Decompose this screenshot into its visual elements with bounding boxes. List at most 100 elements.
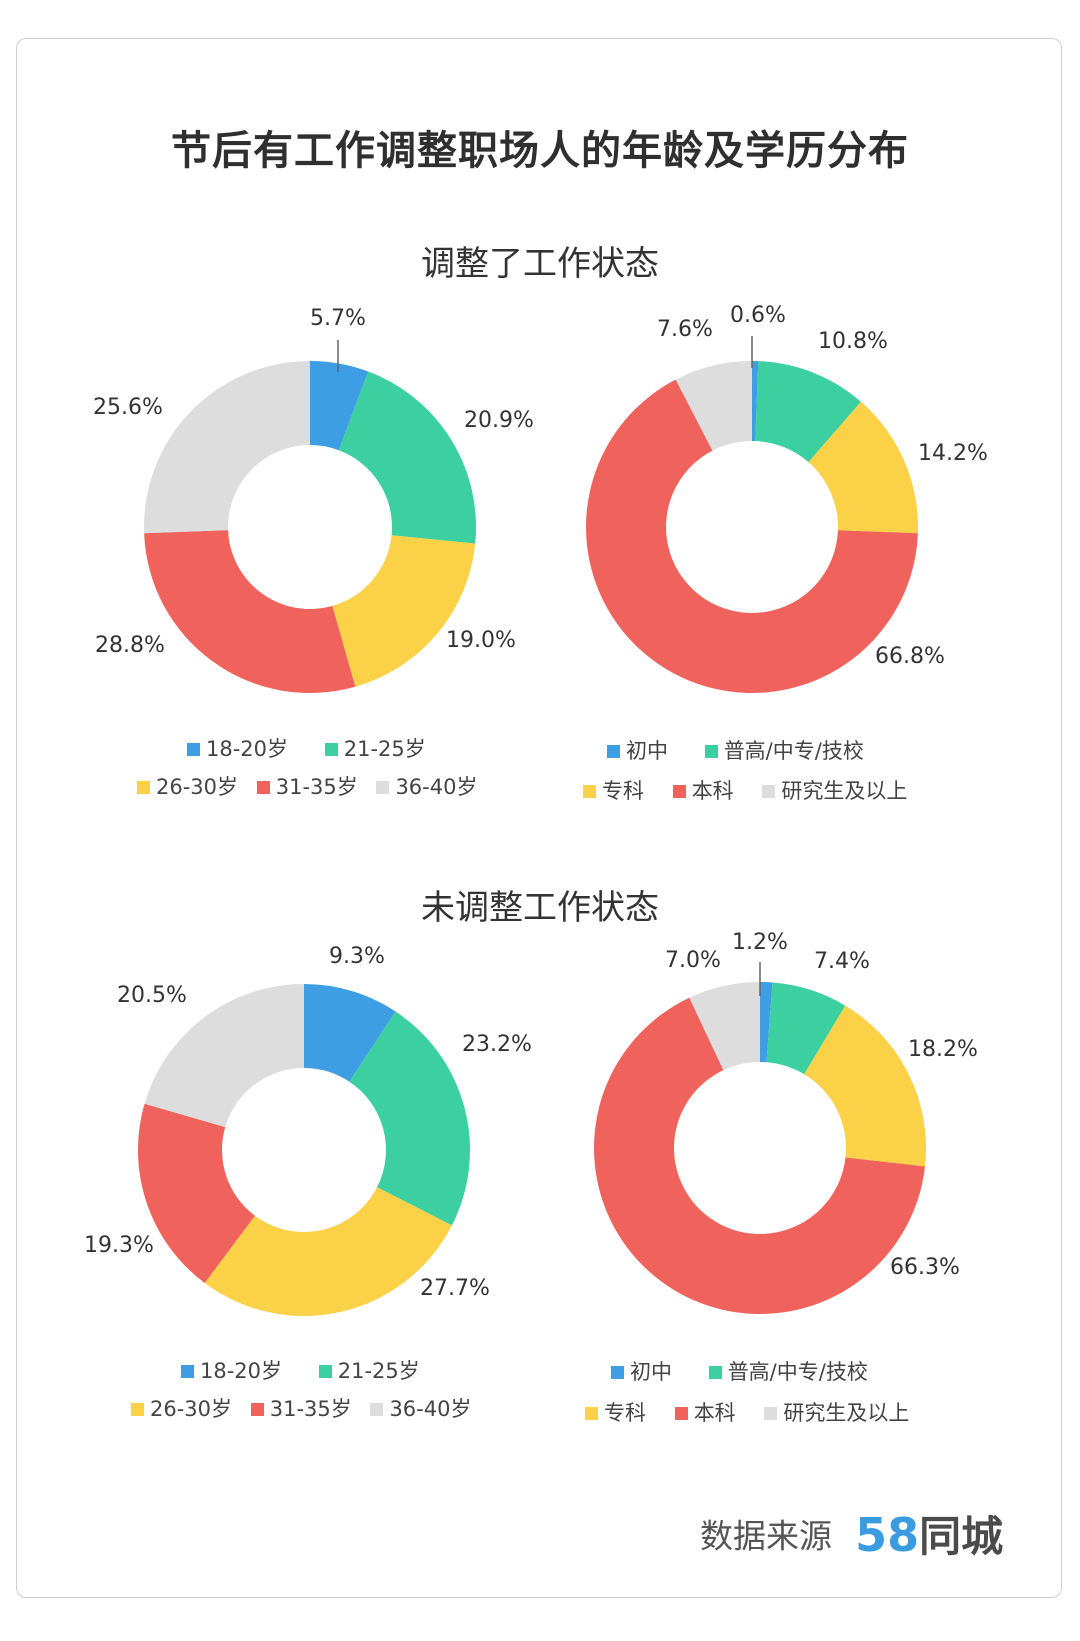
donut-slice — [349, 1011, 470, 1226]
data-label: 20.5% — [117, 983, 187, 1008]
data-label: 5.7% — [310, 306, 366, 331]
donut-slice — [144, 984, 304, 1128]
legend-item: 36-40岁 — [376, 771, 477, 801]
legend-item: 31-35岁 — [250, 1393, 352, 1423]
legend-item: 36-40岁 — [370, 1393, 471, 1423]
data-source-label: 数据来源 — [700, 1516, 832, 1556]
section-title-adjusted: 调整了工作状态 — [421, 244, 659, 284]
legend-swatch — [324, 743, 338, 756]
legend-swatch — [583, 785, 596, 798]
legend-swatch — [704, 745, 718, 758]
donut-slice — [689, 982, 760, 1071]
data-label: 19.3% — [84, 1233, 154, 1258]
legend-item: 初中 — [607, 735, 668, 765]
legend-swatch — [187, 743, 200, 756]
legend-swatch — [611, 1366, 624, 1379]
legend-label: 初中 — [630, 1360, 672, 1384]
legend-label: 研究生及以上 — [781, 779, 908, 803]
donut-slice — [144, 361, 310, 534]
legend-label: 21-25岁 — [343, 737, 426, 761]
legend-label: 26-30岁 — [156, 775, 239, 799]
donut-slice — [766, 982, 846, 1075]
legend-item: 本科 — [674, 1397, 736, 1427]
legend-label: 本科 — [691, 779, 734, 803]
legend-swatch — [764, 1407, 778, 1420]
section-title-not-adjusted: 未调整工作状态 — [421, 888, 659, 928]
legend-swatch — [250, 1403, 264, 1416]
legend-swatch — [762, 785, 776, 798]
legend-label: 本科 — [693, 1401, 736, 1425]
legend-swatch — [376, 781, 390, 794]
data-label: 23.2% — [462, 1032, 532, 1057]
data-label: 20.9% — [464, 408, 534, 433]
legend-item: 21-25岁 — [318, 1355, 420, 1385]
data-label: 18.2% — [908, 1037, 978, 1062]
donut-slice — [338, 371, 476, 544]
legend-item: 21-25岁 — [324, 733, 426, 763]
donut-slice — [752, 361, 759, 442]
data-label: 14.2% — [918, 441, 988, 466]
data-label: 25.6% — [93, 395, 163, 420]
logo-name: 同城 — [919, 1512, 1004, 1561]
donut-slice — [755, 361, 861, 463]
legend-item: 26-30岁 — [131, 1393, 232, 1423]
legend-label: 36-40岁 — [395, 775, 478, 799]
brand-logo: 58同城 — [855, 1503, 1003, 1564]
legend-label: 36-40岁 — [389, 1397, 472, 1421]
legend-swatch — [137, 781, 150, 794]
donut-slice — [593, 997, 925, 1314]
legend-item: 研究生及以上 — [764, 1397, 909, 1427]
donut-slice — [310, 361, 369, 451]
legend-label: 研究生及以上 — [783, 1401, 910, 1425]
infographic-card — [16, 38, 1062, 1598]
legend-item: 31-35岁 — [256, 771, 358, 801]
legend-label: 18-20岁 — [206, 737, 289, 761]
legend-swatch — [256, 781, 270, 794]
donut-slice — [760, 982, 773, 1063]
legend-label: 31-35岁 — [275, 775, 358, 799]
legend-label: 18-20岁 — [200, 1359, 283, 1383]
data-label: 66.8% — [875, 644, 945, 669]
data-label: 9.3% — [329, 944, 385, 969]
legend-swatch — [607, 745, 620, 758]
legend-item: 普高/中专/技校 — [708, 1356, 868, 1386]
data-label: 66.3% — [890, 1255, 960, 1280]
donut-slice — [144, 530, 356, 693]
legend-item: 普高/中专/技校 — [704, 735, 864, 765]
legend-swatch — [708, 1366, 722, 1379]
legend-label: 专科 — [604, 1401, 646, 1425]
legend-item: 本科 — [672, 775, 734, 805]
data-label: 28.8% — [95, 633, 165, 658]
legend-swatch — [585, 1407, 598, 1420]
legend-label: 普高/中专/技校 — [723, 739, 864, 763]
data-label: 0.6% — [730, 303, 786, 328]
donut-slice — [804, 1005, 926, 1167]
donut-slice — [304, 984, 396, 1082]
data-label: 10.8% — [818, 329, 888, 354]
legend-label: 31-35岁 — [269, 1397, 352, 1421]
legend-label: 普高/中专/技校 — [727, 1360, 868, 1384]
data-label: 19.0% — [446, 628, 516, 653]
data-label: 1.2% — [732, 930, 788, 955]
legend-item: 专科 — [585, 1397, 646, 1427]
logo-number: 58 — [855, 1508, 920, 1562]
legend-label: 专科 — [602, 779, 644, 803]
data-label: 7.4% — [814, 949, 870, 974]
legend-swatch — [672, 785, 686, 798]
page-title: 节后有工作调整职场人的年龄及学历分布 — [171, 128, 909, 174]
legend-item: 18-20岁 — [187, 733, 288, 763]
donut-slice — [204, 1187, 452, 1316]
legend-swatch — [318, 1365, 332, 1378]
legend-item: 26-30岁 — [137, 771, 238, 801]
legend-swatch — [370, 1403, 384, 1416]
legend-swatch — [181, 1365, 194, 1378]
legend-label: 21-25岁 — [337, 1359, 420, 1383]
data-label: 27.7% — [420, 1276, 490, 1301]
legend-label: 26-30岁 — [150, 1397, 233, 1421]
legend-item: 专科 — [583, 775, 644, 805]
donut-slice — [586, 379, 918, 693]
